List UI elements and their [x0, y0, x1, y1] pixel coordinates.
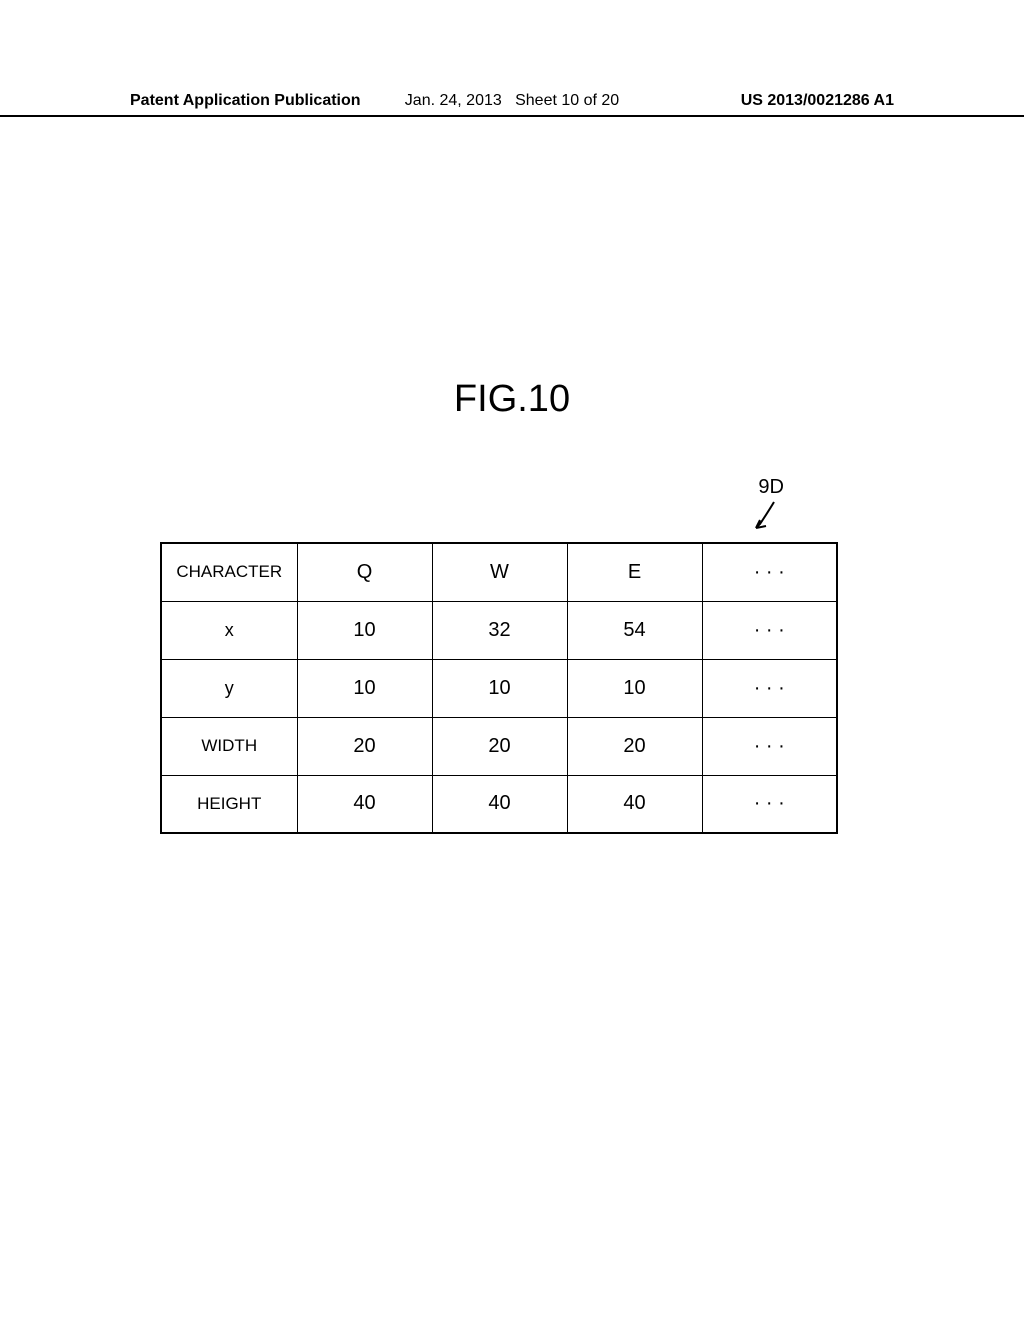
table-row-label: HEIGHT — [161, 775, 297, 833]
table-header-cell: CHARACTER — [161, 543, 297, 601]
header-sheet: Sheet 10 of 20 — [515, 92, 619, 109]
figure-title: FIG.10 — [454, 378, 570, 421]
table-cell: 10 — [297, 601, 432, 659]
table-row: y 10 10 10 · · · — [161, 659, 837, 717]
table-cell: 20 — [297, 717, 432, 775]
table-header-cell: E — [567, 543, 702, 601]
reference-arrow-icon — [754, 500, 778, 530]
table-row-label: x — [161, 601, 297, 659]
table-cell: 40 — [297, 775, 432, 833]
table-cell: · · · — [702, 601, 837, 659]
table-header-cell: W — [432, 543, 567, 601]
table-cell: 32 — [432, 601, 567, 659]
table-header-cell: · · · — [702, 543, 837, 601]
table-row: HEIGHT 40 40 40 · · · — [161, 775, 837, 833]
table-row: x 10 32 54 · · · — [161, 601, 837, 659]
table-header-row: CHARACTER Q W E · · · — [161, 543, 837, 601]
table-header-cell: Q — [297, 543, 432, 601]
table-cell: · · · — [702, 659, 837, 717]
table-cell: 40 — [567, 775, 702, 833]
header-publication: Patent Application Publication — [130, 92, 361, 110]
table-cell: 54 — [567, 601, 702, 659]
table-cell: 20 — [432, 717, 567, 775]
reference-label: 9D — [758, 476, 784, 499]
table-cell: · · · — [702, 775, 837, 833]
table-cell: 20 — [567, 717, 702, 775]
table-row-label: y — [161, 659, 297, 717]
header-patent-number: US 2013/0021286 A1 — [741, 92, 894, 110]
table-cell: 40 — [432, 775, 567, 833]
header-center: Jan. 24, 2013 Sheet 10 of 20 — [405, 92, 619, 110]
table-cell: · · · — [702, 717, 837, 775]
table-cell: 10 — [432, 659, 567, 717]
character-data-table: CHARACTER Q W E · · · x 10 32 54 · · · y… — [160, 542, 838, 834]
page-header: Patent Application Publication Jan. 24, … — [0, 92, 1024, 117]
header-date: Jan. 24, 2013 — [405, 92, 502, 109]
table-cell: 10 — [297, 659, 432, 717]
table-row-label: WIDTH — [161, 717, 297, 775]
table-row: WIDTH 20 20 20 · · · — [161, 717, 837, 775]
table-cell: 10 — [567, 659, 702, 717]
